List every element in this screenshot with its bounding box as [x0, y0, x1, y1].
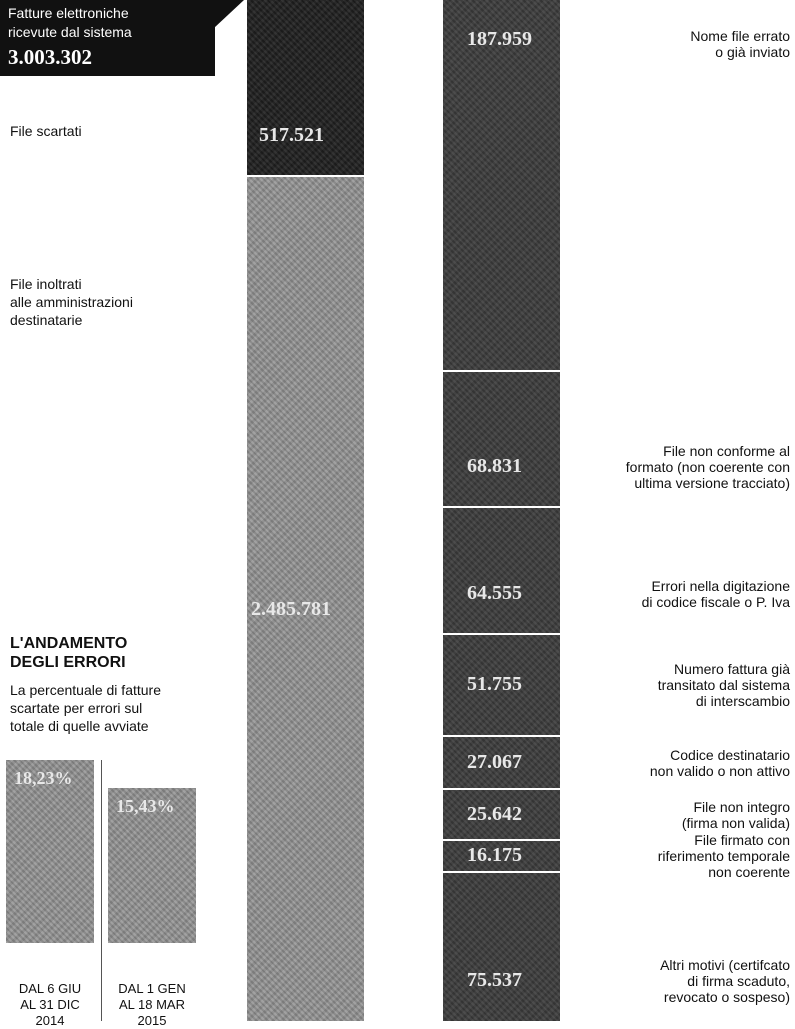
value-label-scartati: 517.521 — [259, 124, 324, 146]
header-pointer — [214, 0, 244, 28]
bar-divider — [247, 175, 364, 177]
trend-subtitle-2: scartate per errori sul — [10, 700, 143, 716]
main-stacked-bar: 517.521 2.485.781 — [247, 0, 364, 1021]
breakdown-value-label: 187.959 — [467, 28, 532, 50]
trend-title-2: DEGLI ERRORI — [10, 654, 126, 671]
breakdown-category-label: Altri motivi (certifcato di firma scaduto… — [560, 957, 790, 1005]
breakdown-category-line: Altri motivi (certifcato — [660, 957, 790, 973]
trend-separator — [101, 760, 102, 1021]
total-header-box: Fatture elettroniche ricevute dal sistem… — [0, 0, 215, 76]
breakdown-value-label: 27.067 — [467, 751, 522, 773]
breakdown-category-line: o già inviato — [715, 44, 790, 60]
header-total: 3.003.302 — [8, 45, 92, 69]
breakdown-category-label: Errori nella digitazione di codice fiscal… — [560, 578, 790, 610]
breakdown-category-line: revocato o sospeso) — [663, 989, 790, 1005]
trend-subtitle-1: La percentuale di fatture — [10, 682, 161, 698]
breakdown-divider — [443, 788, 560, 790]
breakdown-category-line: Numero fattura già — [674, 661, 790, 677]
bar-segment-inoltrati — [247, 177, 364, 1021]
breakdown-category-line: Nome file errato — [690, 28, 790, 44]
trend-category-line: AL 31 DIC — [20, 997, 80, 1012]
breakdown-category-line: File non conforme al — [663, 443, 790, 459]
breakdown-category-line: non coerente — [708, 864, 790, 880]
trend-bar — [6, 760, 94, 943]
errors-breakdown-bar: 187.959 68.831 64.555 51.755 27.067 25.642 16.… — [443, 0, 560, 1021]
breakdown-value-label: 75.537 — [467, 969, 522, 991]
breakdown-category-line: (firma non valida) — [681, 815, 790, 831]
header-line-2: ricevute dal sistema — [8, 24, 132, 40]
trend-category-line: AL 18 MAR — [119, 997, 185, 1012]
header-line-1: Fatture elettroniche — [8, 5, 129, 21]
breakdown-category-line: transitato dal sistema — [657, 677, 790, 693]
breakdown-category-line: Codice destinatario — [670, 747, 790, 763]
bar-segment-scartati — [247, 0, 364, 176]
breakdown-segment — [443, 789, 560, 840]
breakdown-value-label: 25.642 — [467, 803, 522, 825]
breakdown-segment — [443, 840, 560, 872]
breakdown-value-label: 16.175 — [467, 844, 522, 866]
trend-title-1: L'ANDAMENTO — [10, 635, 128, 652]
label-inoltrati-2: alle amministrazioni — [10, 294, 133, 310]
breakdown-category-label: Numero fattura già transitato dal sistema… — [560, 661, 790, 709]
trend-category-line: 2014 — [35, 1013, 65, 1028]
breakdown-divider — [443, 839, 560, 841]
breakdown-category-line: non valido o non attivo — [649, 763, 790, 779]
breakdown-segment — [443, 0, 560, 371]
trend-value-label: 15,43% — [116, 796, 175, 816]
breakdown-category-line: di codice fiscale o P. Iva — [641, 594, 790, 610]
breakdown-category-line: ultima versione tracciato) — [634, 475, 790, 491]
breakdown-segment — [443, 634, 560, 736]
label-inoltrati-1: File inoltrati — [10, 276, 82, 292]
breakdown-segment — [443, 872, 560, 1021]
breakdown-category-line: riferimento temporale — [657, 848, 790, 864]
breakdown-category-label: Nome file errato o già inviato — [560, 28, 790, 60]
breakdown-segment — [443, 371, 560, 507]
breakdown-category-label: File non conforme al formato (non coerent… — [560, 443, 790, 491]
breakdown-category-line: di interscambio — [695, 693, 790, 709]
breakdown-segment — [443, 507, 560, 634]
breakdown-divider — [443, 506, 560, 508]
trend-value-label: 18,23% — [14, 768, 73, 788]
label-file-scartati: File scartati — [10, 123, 82, 139]
breakdown-divider — [443, 871, 560, 873]
breakdown-divider — [443, 370, 560, 372]
trend-bar — [108, 788, 196, 943]
breakdown-category-line: formato (non coerente con — [625, 459, 790, 475]
breakdown-category-line: File non integro — [693, 799, 790, 815]
breakdown-category-label: File firmato con riferimento temporale non… — [560, 832, 790, 880]
value-label-inoltrati: 2.485.781 — [251, 598, 331, 620]
breakdown-category-line: File firmato con — [694, 832, 790, 848]
breakdown-category-label: File non integro (firma non valida) — [560, 799, 790, 831]
trend-category-line: DAL 1 GEN — [118, 981, 186, 996]
breakdown-category-label: Codice destinatario non valido o non atti… — [560, 747, 790, 779]
breakdown-segment — [443, 736, 560, 789]
breakdown-value-label: 68.831 — [467, 455, 522, 477]
label-inoltrati-3: destinatarie — [10, 312, 83, 328]
breakdown-category-line: di firma scaduto, — [687, 973, 790, 989]
breakdown-divider — [443, 633, 560, 635]
breakdown-divider — [443, 735, 560, 737]
trend-category-line: DAL 6 GIU — [18, 981, 82, 996]
breakdown-category-line: Errori nella digitazione — [651, 578, 790, 594]
trend-category-line: 2015 — [137, 1013, 167, 1028]
breakdown-value-label: 64.555 — [467, 582, 522, 604]
trend-bar-chart: 18,23% DAL 6 GIU AL 31 DIC 2014 15,43% DAL 1 … — [0, 760, 230, 1028]
breakdown-value-label: 51.755 — [467, 673, 522, 695]
trend-subtitle-3: totale di quelle avviate — [10, 718, 149, 734]
